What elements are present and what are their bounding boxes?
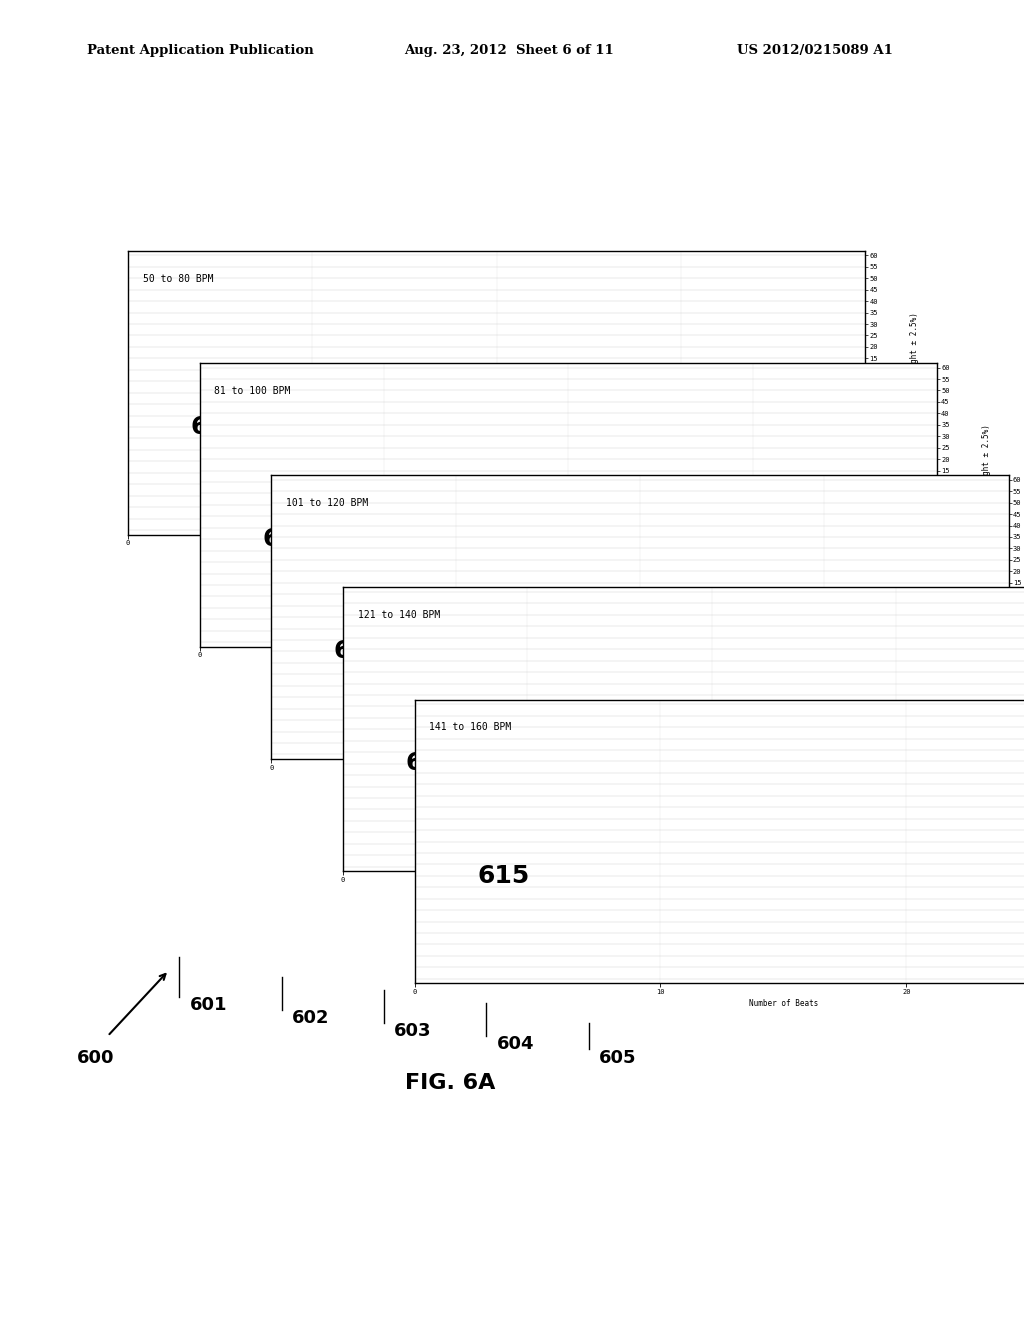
Text: 141 to 160 BPM: 141 to 160 BPM [429, 722, 512, 733]
Text: 602: 602 [292, 1008, 330, 1027]
Text: 603: 603 [394, 1022, 432, 1040]
Y-axis label: ST Deviation (% of R Height ± 2.5%): ST Deviation (% of R Height ± 2.5%) [910, 312, 919, 474]
Text: 612: 612 [262, 527, 314, 550]
Text: 611: 611 [190, 414, 243, 438]
Text: 613: 613 [334, 639, 386, 663]
Text: 601: 601 [189, 995, 227, 1014]
X-axis label: Number of Beats: Number of Beats [749, 999, 818, 1008]
Text: 101 to 120 BPM: 101 to 120 BPM [286, 498, 369, 508]
X-axis label: Number of Beats: Number of Beats [605, 775, 675, 784]
Y-axis label: ST Deviation (% of R Height ± 2.5%): ST Deviation (% of R Height ± 2.5%) [982, 424, 990, 586]
Text: 614: 614 [406, 751, 458, 775]
X-axis label: Number of Beats: Number of Beats [462, 550, 531, 560]
X-axis label: Number of Beats: Number of Beats [677, 887, 746, 896]
Text: US 2012/0215089 A1: US 2012/0215089 A1 [737, 44, 893, 57]
X-axis label: Number of Beats: Number of Beats [534, 663, 603, 672]
Text: 604: 604 [497, 1035, 535, 1053]
Text: 50 to 80 BPM: 50 to 80 BPM [142, 273, 213, 284]
Text: 121 to 140 BPM: 121 to 140 BPM [357, 610, 440, 620]
Text: 81 to 100 BPM: 81 to 100 BPM [214, 385, 291, 396]
Text: 615: 615 [477, 863, 529, 887]
Text: 600: 600 [77, 1048, 115, 1067]
Text: Patent Application Publication: Patent Application Publication [87, 44, 313, 57]
Text: 605: 605 [599, 1048, 637, 1067]
Text: Aug. 23, 2012  Sheet 6 of 11: Aug. 23, 2012 Sheet 6 of 11 [404, 44, 614, 57]
Text: FIG. 6A: FIG. 6A [406, 1073, 496, 1093]
